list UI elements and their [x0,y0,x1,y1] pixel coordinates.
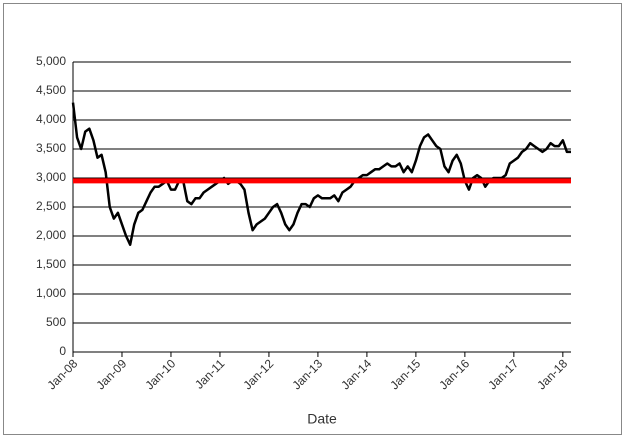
y-tick-label: 500 [46,315,66,329]
y-tick-label: 3,000 [36,170,66,184]
y-tick-label: 2,000 [36,228,66,242]
y-tick-label: 4,000 [36,112,66,126]
y-tick-label: 1,500 [36,257,66,271]
y-tick-label: 1,000 [36,286,66,300]
y-tick-label: 0 [59,344,66,358]
y-tick-label: 5,000 [36,54,66,68]
y-tick-label: 3,500 [36,141,66,155]
x-axis-title: Date [307,411,337,427]
y-tick-label: 4,500 [36,83,66,97]
chart-frame [3,3,622,435]
y-tick-label: 2,500 [36,199,66,213]
